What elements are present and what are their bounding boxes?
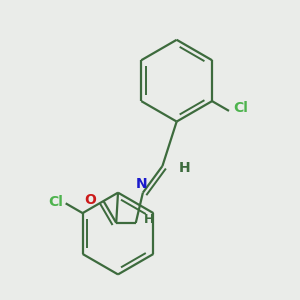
Text: N: N [135, 177, 147, 191]
Text: O: O [84, 193, 96, 207]
Text: H: H [144, 213, 154, 226]
Text: Cl: Cl [48, 194, 63, 208]
Text: Cl: Cl [234, 101, 248, 115]
Text: H: H [178, 161, 190, 175]
